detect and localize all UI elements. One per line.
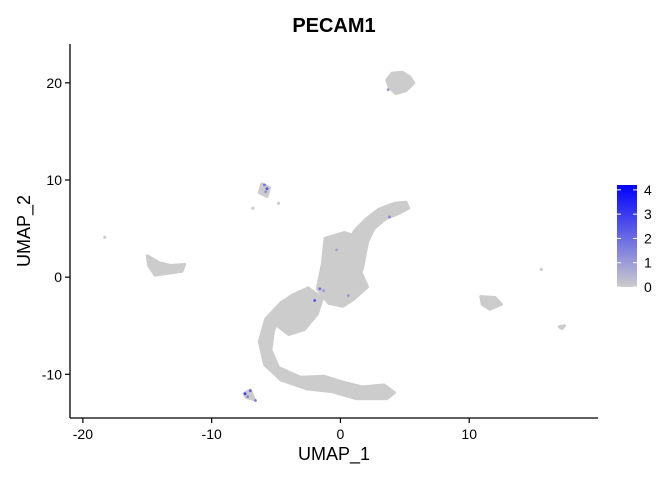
expressing-cell-point	[263, 183, 266, 187]
expressing-cell-point	[313, 299, 317, 302]
cluster-upper-left-island	[257, 182, 272, 198]
expressing-cell-point	[243, 392, 247, 396]
chart-title: PECAM1	[292, 15, 375, 37]
y-tick-label: 10	[46, 172, 62, 188]
legend-tick-label: 2	[644, 230, 652, 246]
cluster-right-island	[479, 295, 503, 311]
expressing-cell-point	[346, 294, 350, 297]
cell-point	[103, 235, 107, 239]
legend-tick-label: 0	[644, 279, 652, 295]
x-tick-label: 10	[461, 426, 477, 442]
cluster-far-right-speck	[557, 324, 566, 331]
expressing-cell-point	[386, 88, 390, 92]
cluster-lower-arc	[257, 290, 396, 401]
color-legend: 0 1 2 3 4	[617, 182, 652, 295]
cell-point	[539, 267, 543, 271]
x-tick-label: 0	[337, 426, 345, 442]
expressing-cell-point	[248, 389, 252, 393]
cell-point	[333, 302, 337, 306]
expressing-cell-point	[254, 399, 257, 402]
legend-tick-label: 4	[644, 182, 652, 198]
cell-point	[277, 201, 281, 205]
expressing-cell-point	[265, 187, 269, 191]
expressing-cell-point	[246, 395, 250, 398]
cluster-top-island	[385, 70, 416, 95]
legend-tick-label: 1	[644, 255, 652, 271]
cluster-central-body	[315, 231, 369, 308]
y-tick-label: -10	[42, 366, 62, 382]
expressing-cell-point	[388, 215, 391, 219]
x-tick-label: -10	[202, 426, 222, 442]
cell-point	[251, 206, 255, 210]
legend-tick-label: 3	[644, 206, 652, 222]
y-tick-label: 20	[46, 75, 62, 91]
expressing-cell-point	[264, 190, 268, 194]
expressing-cell-point	[318, 287, 322, 291]
x-axis-title: UMAP_1	[298, 444, 370, 465]
expressing-cell-point	[335, 248, 338, 252]
x-tick-label: -20	[73, 426, 93, 442]
cluster-lower-left-blob	[273, 286, 324, 336]
y-axis-title: UMAP_2	[14, 195, 35, 267]
cluster-left-island	[145, 254, 187, 277]
points-layer	[103, 70, 566, 402]
ticks-layer: -20 -10 0 10 -10 0 10 20	[42, 75, 477, 442]
expressing-cell-point	[322, 289, 326, 293]
legend-colorbar	[617, 185, 637, 287]
y-tick-label: 0	[54, 269, 62, 285]
